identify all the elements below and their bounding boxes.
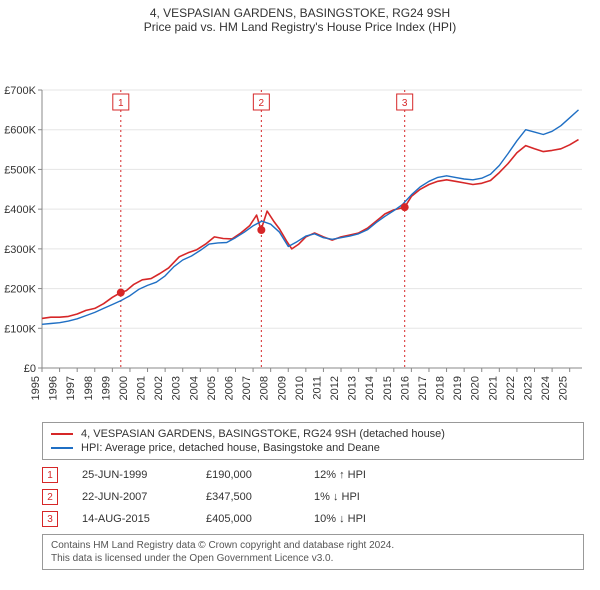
svg-text:£200K: £200K bbox=[4, 284, 36, 296]
svg-text:2023: 2023 bbox=[523, 376, 535, 400]
sale-date: 14-AUG-2015 bbox=[82, 513, 182, 525]
sale-price: £190,000 bbox=[206, 469, 290, 481]
sales-row: 3 14-AUG-2015 £405,000 10% ↓ HPI bbox=[42, 508, 584, 530]
svg-text:3: 3 bbox=[402, 98, 408, 109]
svg-text:2019: 2019 bbox=[452, 376, 464, 400]
svg-text:2024: 2024 bbox=[540, 376, 552, 400]
svg-text:1995: 1995 bbox=[30, 376, 42, 400]
sale-date: 22-JUN-2007 bbox=[82, 491, 182, 503]
svg-text:2006: 2006 bbox=[223, 376, 235, 400]
sales-row: 2 22-JUN-2007 £347,500 1% ↓ HPI bbox=[42, 486, 584, 508]
svg-text:2004: 2004 bbox=[188, 376, 200, 400]
svg-text:2025: 2025 bbox=[558, 376, 570, 400]
svg-text:£100K: £100K bbox=[4, 323, 36, 335]
chart-title-line1: 4, VESPASIAN GARDENS, BASINGSTOKE, RG24 … bbox=[0, 0, 600, 20]
svg-text:2009: 2009 bbox=[276, 376, 288, 400]
svg-text:2016: 2016 bbox=[399, 376, 411, 400]
line-chart: £0 £100K £200K £300K £400K £500K £600K £700K 199… bbox=[0, 38, 600, 418]
svg-text:£0: £0 bbox=[24, 363, 36, 375]
svg-text:2022: 2022 bbox=[505, 376, 517, 400]
svg-text:1: 1 bbox=[118, 98, 124, 109]
svg-text:2000: 2000 bbox=[118, 376, 130, 400]
sale-date: 25-JUN-1999 bbox=[82, 469, 182, 481]
svg-text:£400K: £400K bbox=[4, 204, 36, 216]
svg-text:2007: 2007 bbox=[241, 376, 253, 400]
sale-delta: 12% ↑ HPI bbox=[314, 469, 404, 481]
svg-text:2020: 2020 bbox=[470, 376, 482, 400]
chart-container: 4, VESPASIAN GARDENS, BASINGSTOKE, RG24 … bbox=[0, 0, 600, 590]
svg-text:2002: 2002 bbox=[153, 376, 165, 400]
svg-text:1996: 1996 bbox=[48, 376, 60, 400]
legend-item: HPI: Average price, detached house, Basi… bbox=[51, 441, 575, 455]
legend-label: 4, VESPASIAN GARDENS, BASINGSTOKE, RG24 … bbox=[81, 428, 445, 440]
marker-badge: 1 bbox=[42, 467, 58, 483]
legend-item: 4, VESPASIAN GARDENS, BASINGSTOKE, RG24 … bbox=[51, 427, 575, 441]
sale-price: £405,000 bbox=[206, 513, 290, 525]
svg-text:2001: 2001 bbox=[136, 376, 148, 400]
svg-text:2014: 2014 bbox=[364, 376, 376, 400]
svg-text:2005: 2005 bbox=[206, 376, 218, 400]
license-footer: Contains HM Land Registry data © Crown c… bbox=[42, 534, 584, 570]
svg-text:2017: 2017 bbox=[417, 376, 429, 400]
svg-text:£500K: £500K bbox=[4, 164, 36, 176]
sales-table: 1 25-JUN-1999 £190,000 12% ↑ HPI 2 22-JU… bbox=[42, 464, 584, 530]
svg-text:£700K: £700K bbox=[4, 85, 36, 97]
svg-text:2013: 2013 bbox=[347, 376, 359, 400]
svg-text:2010: 2010 bbox=[294, 376, 306, 400]
legend-swatch bbox=[51, 447, 73, 449]
legend-swatch bbox=[51, 433, 73, 435]
svg-text:2011: 2011 bbox=[311, 376, 323, 400]
chart-title-line2: Price paid vs. HM Land Registry's House … bbox=[0, 20, 600, 38]
svg-text:£300K: £300K bbox=[4, 244, 36, 256]
svg-text:2018: 2018 bbox=[435, 376, 447, 400]
svg-text:1997: 1997 bbox=[65, 376, 77, 400]
svg-text:2003: 2003 bbox=[171, 376, 183, 400]
marker-badge: 3 bbox=[42, 511, 58, 527]
svg-text:2021: 2021 bbox=[487, 376, 499, 400]
sales-row: 1 25-JUN-1999 £190,000 12% ↑ HPI bbox=[42, 464, 584, 486]
legend-label: HPI: Average price, detached house, Basi… bbox=[81, 442, 380, 454]
svg-text:1999: 1999 bbox=[100, 376, 112, 400]
svg-text:2: 2 bbox=[259, 98, 265, 109]
svg-text:2015: 2015 bbox=[382, 376, 394, 400]
svg-text:£600K: £600K bbox=[4, 125, 36, 137]
svg-text:2012: 2012 bbox=[329, 376, 341, 400]
svg-text:1998: 1998 bbox=[83, 376, 95, 400]
sale-delta: 1% ↓ HPI bbox=[314, 491, 404, 503]
footer-line: Contains HM Land Registry data © Crown c… bbox=[51, 539, 575, 552]
footer-line: This data is licensed under the Open Gov… bbox=[51, 552, 575, 565]
svg-text:2008: 2008 bbox=[259, 376, 271, 400]
marker-badge: 2 bbox=[42, 489, 58, 505]
legend: 4, VESPASIAN GARDENS, BASINGSTOKE, RG24 … bbox=[42, 422, 584, 460]
sale-price: £347,500 bbox=[206, 491, 290, 503]
sale-delta: 10% ↓ HPI bbox=[314, 513, 404, 525]
